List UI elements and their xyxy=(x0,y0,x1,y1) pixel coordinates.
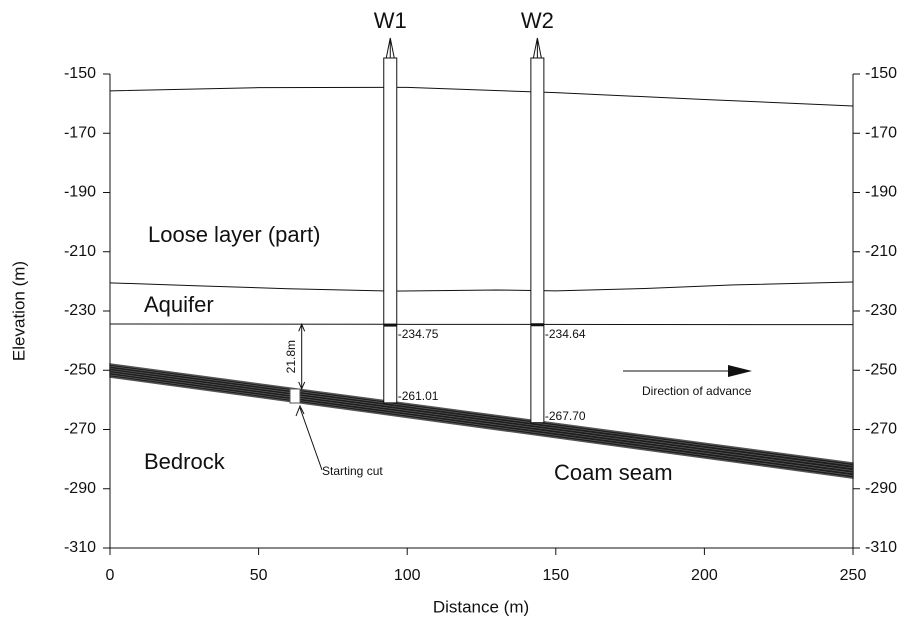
layer-label: Coam seam xyxy=(554,460,673,485)
layer-label: Bedrock xyxy=(144,449,226,474)
y-tick-label-right: -210 xyxy=(865,243,897,260)
x-tick-label: 150 xyxy=(542,567,569,584)
well-name: W2 xyxy=(521,8,554,33)
well-head xyxy=(532,37,542,59)
y-tick-label: -310 xyxy=(64,539,96,556)
well-name: W1 xyxy=(374,8,407,33)
y-tick-label: -170 xyxy=(64,124,96,141)
starting-cut-label: Starting cut xyxy=(322,464,383,478)
water-level-label: -234.64 xyxy=(545,327,586,341)
y-tick-label-right: -230 xyxy=(865,302,897,319)
dimension-arrow xyxy=(298,323,306,391)
layer-boundary xyxy=(109,86,854,107)
y-axis-title: Elevation (m) xyxy=(9,261,28,361)
x-tick-label: 0 xyxy=(106,567,115,584)
water-level xyxy=(383,323,397,327)
y-tick-label: -290 xyxy=(64,480,96,497)
y-tick-label: -210 xyxy=(64,243,96,260)
y-tick-label-right: -170 xyxy=(865,124,897,141)
layer-boundary xyxy=(109,281,854,292)
layer-boundary xyxy=(109,323,854,326)
well xyxy=(383,57,398,404)
y-tick-label-right: -310 xyxy=(865,539,897,556)
well-head xyxy=(385,37,395,59)
x-tick-label: 200 xyxy=(691,567,718,584)
x-axis-title: Distance (m) xyxy=(433,597,529,616)
x-tick-label: 100 xyxy=(394,567,421,584)
y-tick-label-right: -150 xyxy=(865,65,897,82)
starting-cut xyxy=(289,388,301,404)
dimension-label: 21.8m xyxy=(284,340,298,373)
seam-texture xyxy=(109,368,854,469)
x-tick-label: 250 xyxy=(840,567,867,584)
well-bottom-label: -267.70 xyxy=(545,409,586,423)
starting-cut-arrow xyxy=(295,404,323,471)
layer-label: Aquifer xyxy=(144,292,214,317)
y-tick-label: -150 xyxy=(64,65,96,82)
well-bottom-label: -261.01 xyxy=(398,389,439,403)
seam-texture xyxy=(109,372,854,474)
seam-texture xyxy=(109,365,854,466)
y-tick-label: -270 xyxy=(64,421,96,438)
y-tick-label-right: -270 xyxy=(865,421,897,438)
well xyxy=(530,57,545,424)
advance-arrow-head xyxy=(728,365,752,377)
advance-label: Direction of advance xyxy=(642,384,752,398)
y-tick-label-right: -290 xyxy=(865,480,897,497)
x-tick-label: 50 xyxy=(250,567,268,584)
y-tick-label: -250 xyxy=(64,361,96,378)
y-tick-label-right: -250 xyxy=(865,361,897,378)
seam-texture xyxy=(109,374,854,476)
seam-texture xyxy=(109,370,854,471)
layer-label: Loose layer (part) xyxy=(148,222,320,247)
y-tick-label-right: -190 xyxy=(865,184,897,201)
water-level-label: -234.75 xyxy=(398,327,439,341)
y-tick-label: -190 xyxy=(64,184,96,201)
y-tick-label: -230 xyxy=(64,302,96,319)
water-level xyxy=(530,323,544,327)
